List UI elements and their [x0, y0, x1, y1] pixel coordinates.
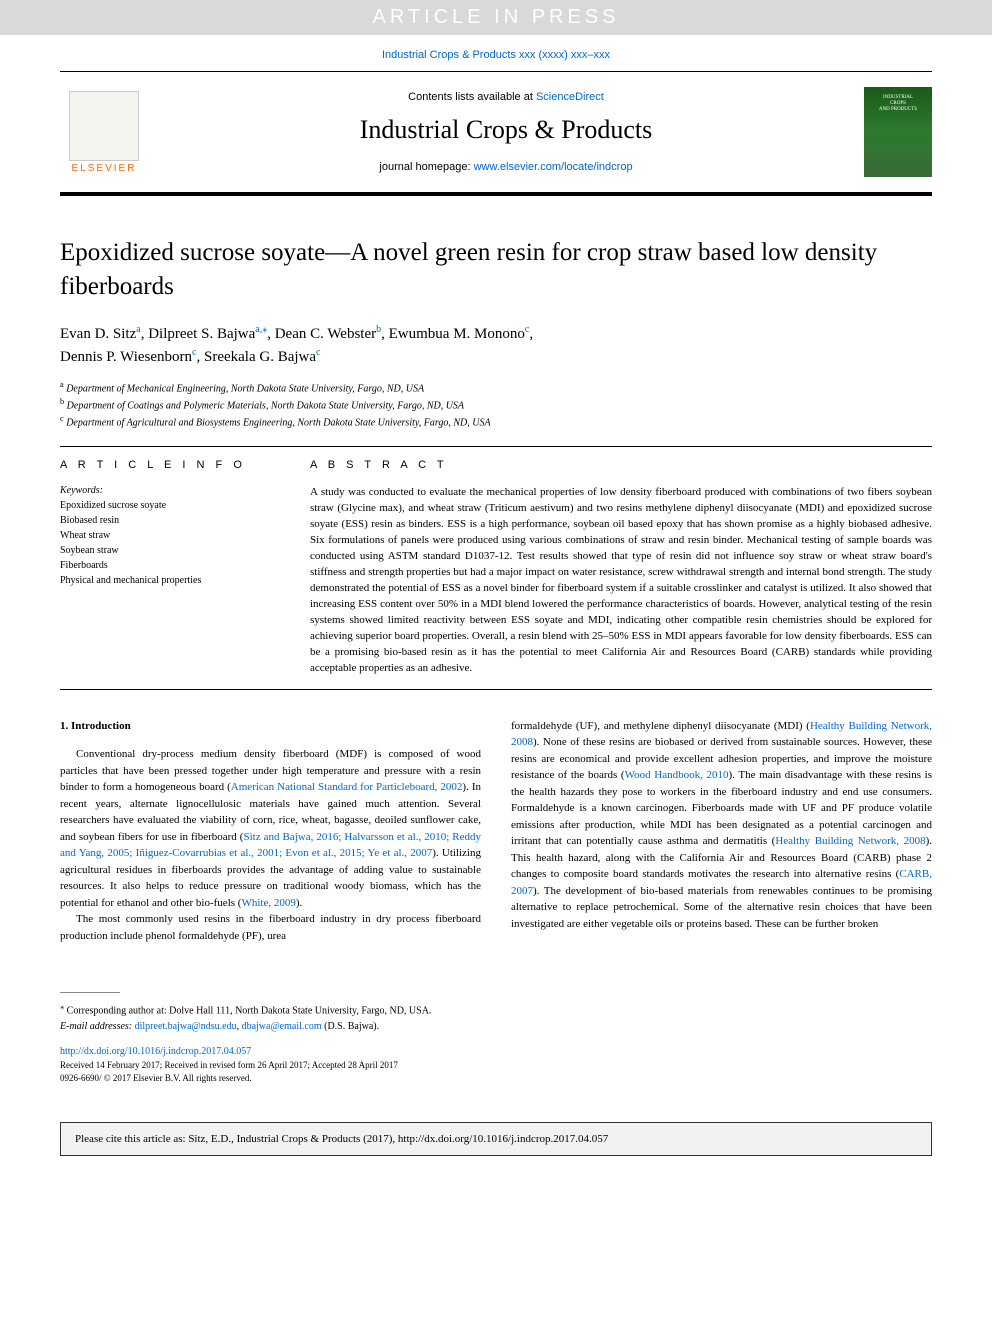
author-2: Dean C. Webster [275, 326, 376, 342]
author-1: Dilpreet S. Bajwa [148, 326, 255, 342]
top-citation: Industrial Crops & Products xxx (xxxx) x… [0, 35, 992, 71]
intro-p1: Conventional dry-process medium density … [60, 746, 481, 911]
author-1-corr: ⁎ [262, 324, 267, 335]
abstract-text: A study was conducted to evaluate the me… [310, 485, 932, 676]
received-dates: Received 14 February 2017; Received in r… [60, 1059, 932, 1073]
footer: ⁎ Corresponding author at: Dolve Hall 11… [0, 964, 992, 1105]
ref-link-3[interactable]: White, 2009 [241, 897, 295, 909]
article-info-heading: A R T I C L E I N F O [60, 459, 280, 471]
journal-name: Industrial Crops & Products [148, 115, 864, 145]
main-content: Epoxidized sucrose soyate—A novel green … [0, 196, 992, 964]
divider-bottom [60, 689, 932, 690]
footer-divider [60, 992, 120, 993]
keyword-0: Epoxidized sucrose soyate [60, 498, 280, 513]
ref-link-6[interactable]: Healthy Building Network, 2008 [775, 835, 925, 847]
cover-line3: AND PRODUCTS [879, 107, 917, 113]
copyright: 0926-6690/ © 2017 Elsevier B.V. All righ… [60, 1072, 932, 1086]
author-0-aff: a [136, 324, 140, 335]
body-columns: 1. Introduction Conventional dry-process… [60, 718, 932, 945]
body-col-left: 1. Introduction Conventional dry-process… [60, 718, 481, 945]
divider-top [60, 446, 932, 447]
journal-cover: INDUSTRIAL CROPS AND PRODUCTS [864, 87, 932, 177]
affiliation-a: a Department of Mechanical Engineering, … [60, 379, 932, 396]
affiliations: a Department of Mechanical Engineering, … [60, 379, 932, 431]
keyword-2: Wheat straw [60, 528, 280, 543]
keyword-4: Fiberboards [60, 558, 280, 573]
author-3-aff: c [525, 324, 529, 335]
authors-list: Evan D. Sitza, Dilpreet S. Bajwaa,⁎, Dea… [60, 322, 932, 369]
email-link-2[interactable]: dbajwa@email.com [242, 1021, 322, 1032]
email-link-1[interactable]: dilpreet.bajwa@ndsu.edu [135, 1021, 237, 1032]
homepage-link[interactable]: www.elsevier.com/locate/indcrop [474, 161, 633, 173]
keyword-5: Physical and mechanical properties [60, 573, 280, 588]
introduction-section: 1. Introduction Conventional dry-process… [60, 718, 932, 945]
homepage-line: journal homepage: www.elsevier.com/locat… [148, 161, 864, 173]
author-5: Sreekala G. Bajwa [204, 349, 316, 365]
doi-link[interactable]: http://dx.doi.org/10.1016/j.indcrop.2017… [60, 1044, 932, 1059]
header-center: Contents lists available at ScienceDirec… [148, 91, 864, 173]
author-4: Dennis P. Wiesenborn [60, 349, 192, 365]
article-in-press-banner: ARTICLE IN PRESS [0, 0, 992, 35]
article-title: Epoxidized sucrose soyate—A novel green … [60, 236, 932, 304]
elsevier-tree-icon [69, 91, 139, 161]
affiliation-c: c Department of Agricultural and Biosyst… [60, 413, 932, 430]
keyword-1: Biobased resin [60, 513, 280, 528]
email-addresses: E-mail addresses: dilpreet.bajwa@ndsu.ed… [60, 1019, 932, 1034]
abstract-heading: A B S T R A C T [310, 459, 932, 471]
ref-link-5[interactable]: Wood Handbook, 2010 [625, 769, 729, 781]
affiliation-b: b Department of Coatings and Polymeric M… [60, 396, 932, 413]
intro-p2: The most commonly used resins in the fib… [60, 911, 481, 944]
journal-header: ELSEVIER Contents lists available at Sci… [60, 71, 932, 196]
author-3: Ewumbua M. Monono [389, 326, 525, 342]
contents-prefix: Contents lists available at [408, 91, 536, 103]
author-0: Evan D. Sitz [60, 326, 136, 342]
homepage-prefix: journal homepage: [379, 161, 473, 173]
article-info-col: A R T I C L E I N F O Keywords: Epoxidiz… [60, 459, 280, 676]
body-col-right: formaldehyde (UF), and methylene dipheny… [511, 718, 932, 945]
sciencedirect-link[interactable]: ScienceDirect [536, 91, 604, 103]
keyword-3: Soybean straw [60, 543, 280, 558]
author-4-aff: c [192, 347, 196, 358]
elsevier-logo: ELSEVIER [60, 82, 148, 182]
contents-available-line: Contents lists available at ScienceDirec… [148, 91, 864, 103]
corresponding-author: ⁎ Corresponding author at: Dolve Hall 11… [60, 1001, 932, 1018]
intro-p1-cont: formaldehyde (UF), and methylene dipheny… [511, 718, 932, 933]
author-5-aff: c [316, 347, 320, 358]
ref-link-1[interactable]: American National Standard for Particleb… [231, 781, 463, 793]
info-abstract-row: A R T I C L E I N F O Keywords: Epoxidiz… [60, 459, 932, 676]
abstract-col: A B S T R A C T A study was conducted to… [310, 459, 932, 676]
elsevier-label: ELSEVIER [72, 163, 137, 174]
cite-this-article-box: Please cite this article as: Sitz, E.D.,… [60, 1122, 932, 1156]
keywords-label: Keywords: [60, 485, 280, 496]
author-2-aff: b [376, 324, 381, 335]
intro-heading: 1. Introduction [60, 718, 481, 735]
